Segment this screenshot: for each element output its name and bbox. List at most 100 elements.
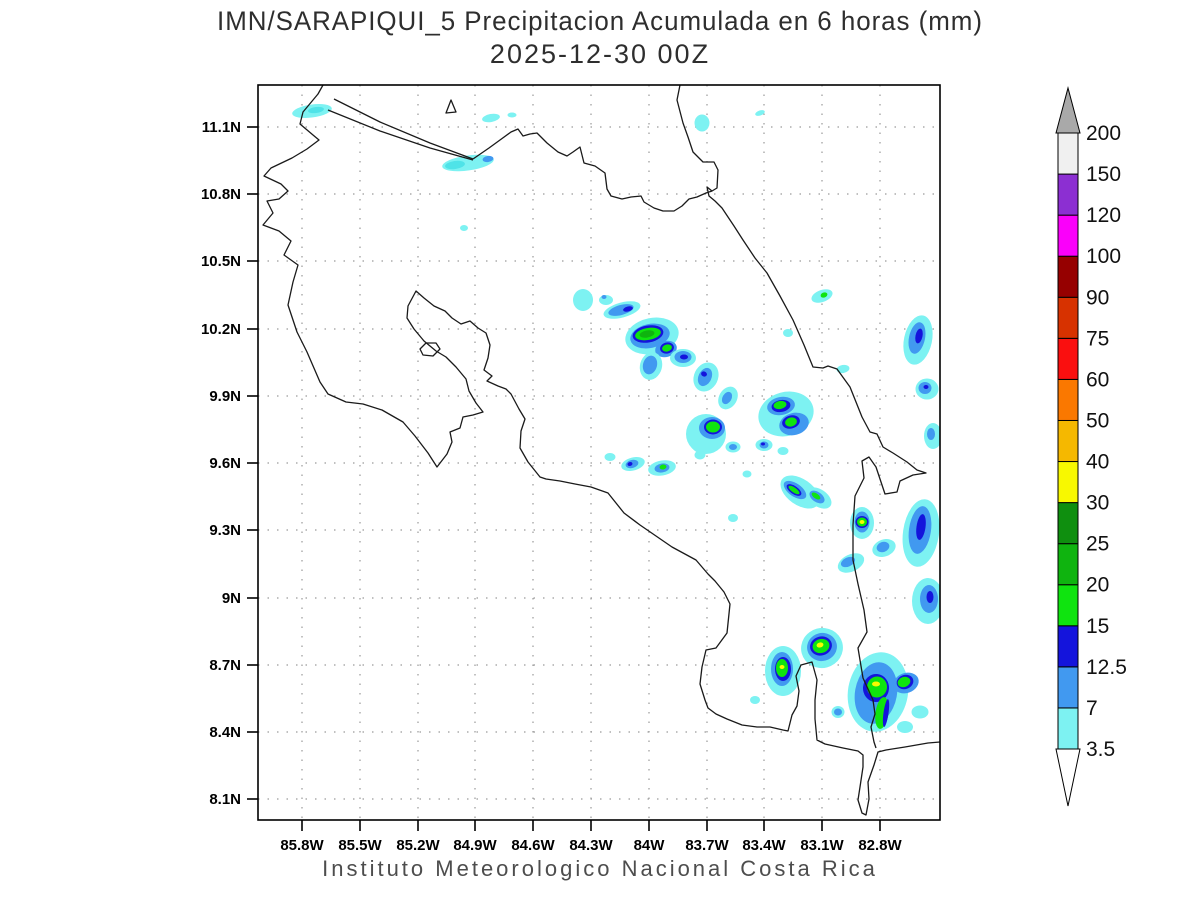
- colorbar-segment: [1057, 461, 1079, 504]
- colorbar-segment: [1057, 214, 1079, 257]
- colorbar-level-label: 20: [1086, 574, 1109, 597]
- precipitation-cell: [642, 355, 658, 375]
- precipitation-cell: [820, 292, 828, 298]
- colorbar-segment: [1057, 378, 1079, 421]
- x-axis-tick-label: 84W: [634, 837, 666, 854]
- precipitation-cell: [694, 450, 706, 460]
- precipitation-cell: [680, 354, 688, 360]
- precipitation-cell: [482, 155, 494, 163]
- coastline-path: [333, 98, 474, 160]
- axis-ticks: [247, 126, 881, 831]
- colorbar-level-label: 30: [1086, 492, 1109, 515]
- precipitation-cell: [777, 447, 789, 455]
- x-axis-tick-label: 83.4W: [742, 837, 786, 854]
- precipitation-cell: [916, 514, 926, 540]
- precipitation-cell: [659, 464, 667, 470]
- colorbar-level-label: 12.5: [1086, 656, 1127, 679]
- x-axis-tick-label: 84.3W: [569, 837, 613, 854]
- colorbar-segment: [1057, 296, 1079, 339]
- colorbar-segment: [1057, 419, 1079, 463]
- precipitation-cell: [897, 721, 913, 733]
- precipitation-cell: [755, 110, 765, 116]
- coastline-path: [327, 109, 474, 161]
- colorbar-segment: [1057, 625, 1079, 668]
- precipitation-cell: [728, 514, 738, 522]
- x-axis-tick-label: 82.8W: [858, 837, 902, 854]
- precipitation-cell: [923, 385, 929, 389]
- y-axis-tick-label: 9N: [222, 590, 241, 607]
- x-axis-tick-label: 85.5W: [338, 837, 382, 854]
- precipitation-cell: [876, 541, 890, 553]
- colorbar-segment: [1057, 173, 1079, 216]
- y-axis-tick-label: 10.2N: [201, 321, 241, 338]
- y-axis-tick-label: 8.1N: [209, 791, 241, 808]
- coastline-path: [262, 85, 940, 816]
- precipitation-cell: [573, 289, 593, 311]
- precipitation-cell: [783, 329, 793, 337]
- precipitation-cell: [507, 112, 517, 118]
- precipitation-cell: [872, 681, 880, 687]
- precipitation-cell: [706, 421, 720, 433]
- precipitation-cell: [811, 492, 821, 500]
- precipitation-cell: [694, 114, 710, 132]
- precipitation-cell: [601, 295, 607, 299]
- precipitation-cell: [742, 470, 752, 478]
- precipitation-cell: [729, 444, 737, 450]
- precipitation-cell: [690, 438, 710, 454]
- precipitation-cell: [779, 665, 785, 669]
- colorbar-level-label: 120: [1086, 204, 1121, 227]
- colorbar-level-label: 3.5: [1086, 738, 1115, 761]
- precipitation-cell: [915, 328, 923, 344]
- coastline-path: [419, 342, 441, 357]
- colorbar-level-label: 50: [1086, 409, 1109, 432]
- precipitation-cell: [604, 453, 616, 461]
- x-axis-tick-label: 84.6W: [511, 837, 555, 854]
- colorbar-level-label: 40: [1086, 451, 1109, 474]
- precipitation-cell: [308, 106, 324, 114]
- x-axis-tick-label: 85.8W: [280, 837, 324, 854]
- colorbar-level-label: 15: [1086, 615, 1109, 638]
- precipitation-cell: [662, 344, 672, 352]
- y-axis-tick-label: 9.6N: [209, 455, 241, 472]
- precipitation-cell: [750, 696, 760, 704]
- x-axis-tick-label: 83.1W: [800, 837, 844, 854]
- precipitation-cell: [788, 485, 800, 495]
- x-axis-tick-label: 84.9W: [453, 837, 497, 854]
- colorbar-bottom-arrow: [1055, 748, 1081, 807]
- colorbar-top-arrow: [1055, 86, 1081, 134]
- precipitation-cell: [445, 160, 465, 170]
- title-line-1: IMN/SARAPIQUI_5 Precipitacion Acumulada …: [217, 6, 983, 36]
- colorbar-level-label: 150: [1086, 163, 1121, 186]
- colorbar-level-label: 60: [1086, 368, 1109, 391]
- precipitation-cell: [882, 699, 890, 727]
- precipitation-blobs: [292, 103, 940, 733]
- y-axis-tick-label: 8.4N: [209, 724, 241, 741]
- precipitation-cell: [623, 306, 633, 312]
- colorbar-segment: [1057, 543, 1079, 586]
- precipitation-cell: [911, 705, 929, 719]
- x-axis-tick-label: 85.2W: [396, 837, 440, 854]
- colorbar-segment: [1057, 337, 1079, 380]
- y-axis-tick-label: 9.3N: [209, 522, 241, 539]
- colorbar-level-label: 200: [1086, 122, 1121, 145]
- precipitation-cell: [482, 113, 500, 123]
- precipitation-cell: [836, 364, 850, 374]
- colorbar-level-label: 75: [1086, 327, 1109, 350]
- precipitation-cell: [840, 556, 856, 568]
- y-axis-tick-label: 11.1N: [202, 119, 241, 136]
- colorbar: 3.5 7 12.5 15 20 25 30 40 50 60 75 90 100 120 150 200: [1055, 86, 1127, 807]
- precipitation-cell: [926, 591, 934, 603]
- coastlines: [262, 85, 940, 816]
- colorbar-level-label: 7: [1086, 697, 1098, 720]
- precipitation-cell: [761, 442, 765, 446]
- institution-caption: Instituto Meteorologico Nacional Costa R…: [322, 856, 878, 881]
- colorbar-segment: [1057, 132, 1079, 175]
- precipitation-cell: [834, 708, 842, 716]
- y-axis-tick-label: 8.7N: [209, 657, 241, 674]
- colorbar-segment: [1057, 707, 1079, 750]
- y-axis-tick-label: 10.5N: [201, 253, 241, 270]
- coastline-path: [472, 128, 713, 212]
- precipitation-cell: [627, 461, 633, 467]
- coastline-path: [445, 99, 457, 114]
